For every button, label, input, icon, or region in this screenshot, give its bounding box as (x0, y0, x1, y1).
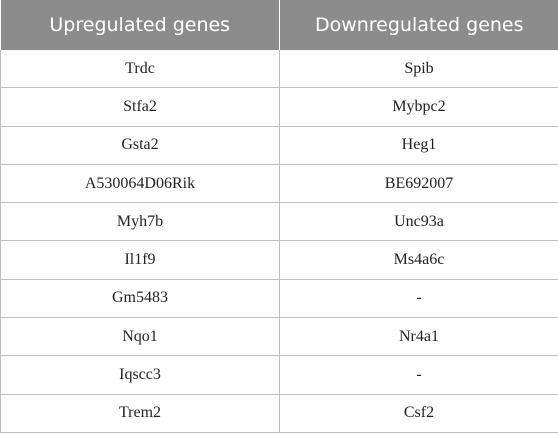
downregulated-gene-cell: - (279, 279, 558, 319)
downregulated-gene-cell: Csf2 (279, 394, 558, 433)
table-row: Iqscc3 - (0, 355, 558, 395)
upregulated-gene-cell: Gm5483 (0, 279, 280, 319)
upregulated-gene-cell: Nqo1 (0, 317, 280, 357)
downregulated-gene-cell: Spib (279, 50, 558, 89)
upregulated-gene-cell: Iqscc3 (0, 355, 280, 395)
downregulated-gene-cell: Heg1 (279, 126, 558, 165)
downregulated-gene-cell: Ms4a6c (279, 240, 558, 280)
table-row: Il1f9 Ms4a6c (0, 240, 558, 280)
upregulated-gene-cell: Myh7b (0, 202, 280, 242)
table-row: Stfa2 Mybpc2 (0, 87, 558, 127)
upregulated-gene-cell: Stfa2 (0, 87, 280, 127)
table-row: Myh7b Unc93a (0, 202, 558, 242)
downregulated-gene-cell: BE692007 (279, 164, 558, 204)
upregulated-gene-cell: Trem2 (0, 394, 280, 433)
upregulated-gene-cell: Trdc (0, 50, 280, 89)
downregulated-gene-cell: - (279, 355, 558, 395)
upregulated-gene-cell: Gsta2 (0, 126, 280, 165)
header-row: Upregulated genes Downregulated genes (0, 0, 558, 50)
table-row: Gsta2 Heg1 (0, 126, 558, 165)
table-row: A530064D06Rik BE692007 (0, 164, 558, 204)
header-downregulated-genes: Downregulated genes (279, 0, 558, 50)
downregulated-gene-cell: Nr4a1 (279, 317, 558, 357)
upregulated-gene-cell: A530064D06Rik (0, 164, 280, 204)
table-row: Trem2 Csf2 (0, 394, 558, 433)
downregulated-gene-cell: Unc93a (279, 202, 558, 242)
table-row: Nqo1 Nr4a1 (0, 317, 558, 357)
header-upregulated-genes: Upregulated genes (0, 0, 280, 50)
downregulated-gene-cell: Mybpc2 (279, 87, 558, 127)
table-row: Trdc Spib (0, 50, 558, 89)
table-row: Gm5483 - (0, 279, 558, 319)
upregulated-gene-cell: Il1f9 (0, 240, 280, 280)
